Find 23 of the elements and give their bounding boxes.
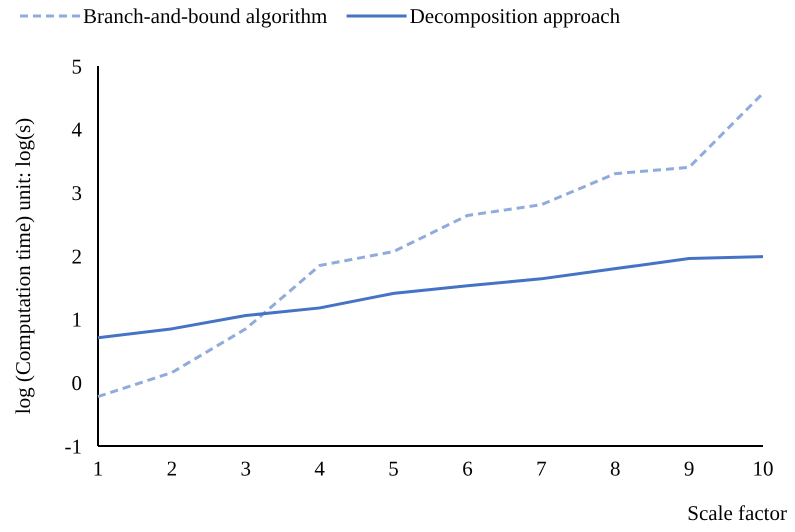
legend-label: Decomposition approach <box>410 4 621 28</box>
x-tick-label: 6 <box>462 456 473 480</box>
x-tick-label: 5 <box>388 456 399 480</box>
y-tick-label: 2 <box>72 244 82 268</box>
y-tick-label: 0 <box>72 371 82 396</box>
x-tick-label: 4 <box>314 456 326 480</box>
y-tick-label: -1 <box>64 434 82 458</box>
x-tick-label: 9 <box>684 456 694 480</box>
legend-label: Branch-and-bound algorithm <box>83 4 328 28</box>
y-tick-label: 4 <box>72 118 82 142</box>
x-tick-label: 1 <box>92 456 104 480</box>
y-axis-title: log (Computation time) unit: log(s) <box>11 118 35 414</box>
x-tick-label: 3 <box>240 456 252 480</box>
y-tick-label: 5 <box>72 54 82 78</box>
x-tick-label: 2 <box>166 456 178 480</box>
x-axis-title: Scale factor <box>687 501 787 525</box>
y-tick-label: 1 <box>72 308 82 332</box>
x-tick-label: 7 <box>536 456 547 480</box>
x-tick-label: 8 <box>610 456 620 480</box>
x-tick-label: 10 <box>752 456 774 480</box>
line-series <box>96 92 764 398</box>
y-tick-label: 3 <box>72 181 82 206</box>
line-series <box>96 255 764 340</box>
